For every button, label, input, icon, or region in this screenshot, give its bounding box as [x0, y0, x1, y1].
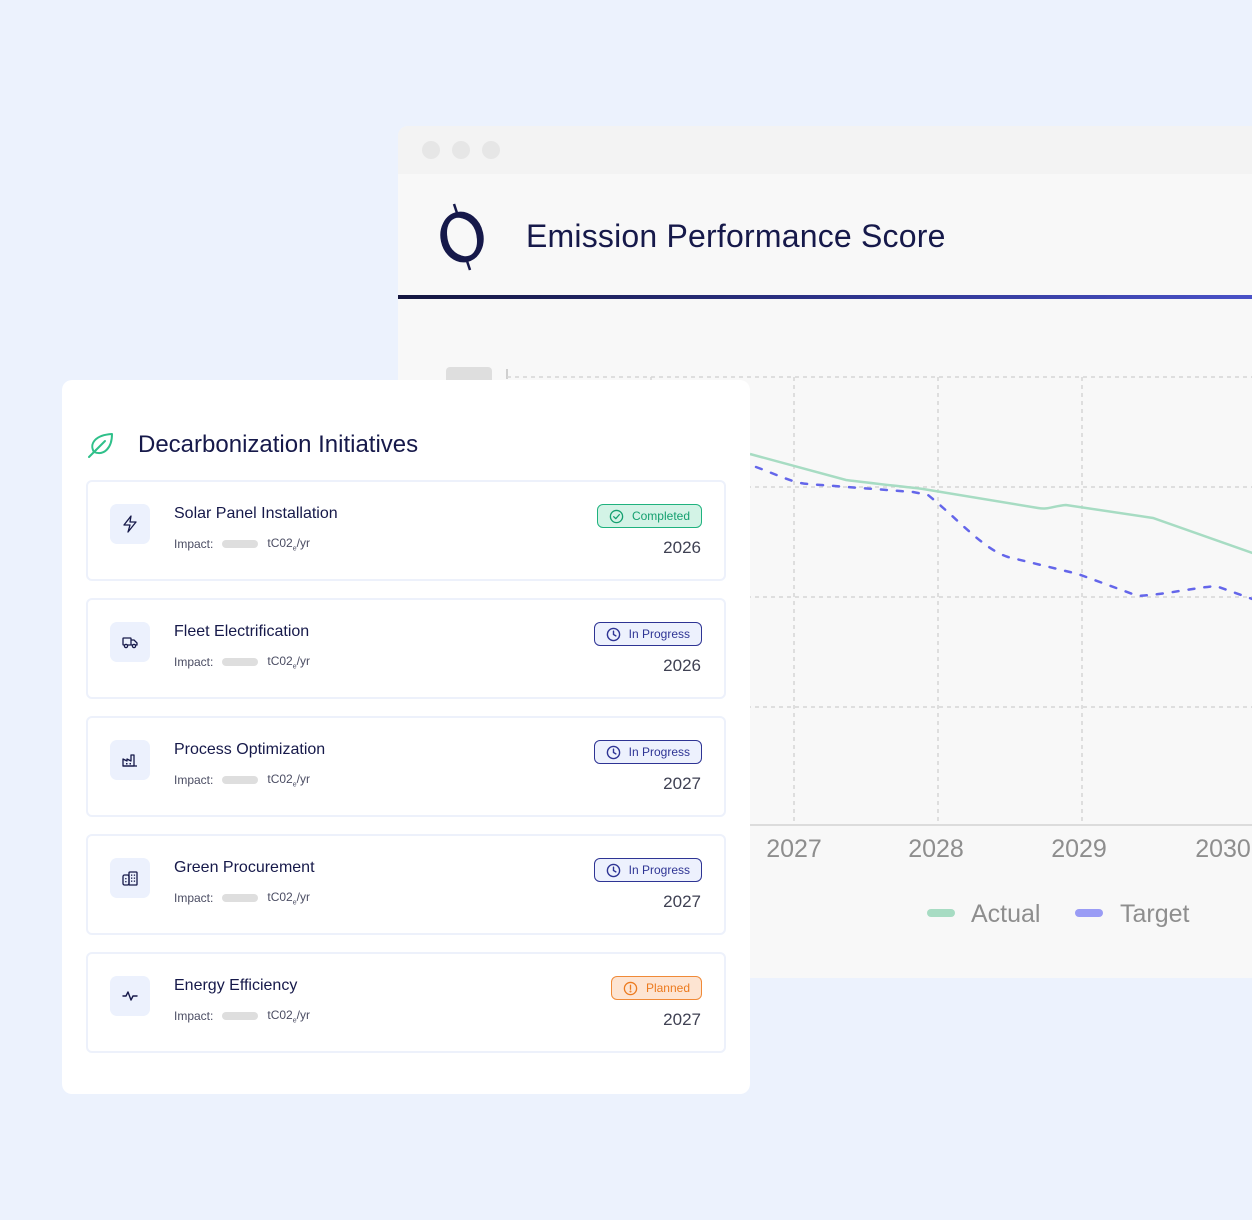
legend-label-target[interactable]: Target [1120, 900, 1190, 928]
target-year: 2027 [663, 1010, 701, 1029]
impact-value-placeholder [222, 776, 259, 785]
impact-label: Impact: [174, 891, 214, 906]
impact-unit: tC02e/yr [267, 654, 310, 671]
actual-series-line [749, 452, 1252, 555]
impact-value-placeholder [222, 540, 259, 549]
chart-legend: Actual Target [927, 900, 1190, 928]
alert-circle-icon [623, 981, 638, 995]
impact-value-placeholder [222, 1012, 259, 1021]
app-header: Emission Performance Score [398, 174, 1252, 299]
initiatives-card: Decarbonization Initiatives Solar Panel … [62, 380, 750, 1094]
target-series-line [754, 465, 1252, 601]
impact-unit: tC02e/yr [267, 890, 310, 907]
clock-icon [606, 745, 620, 759]
horizontal-gridlines [507, 376, 1252, 708]
window-control-minimize[interactable] [452, 141, 470, 159]
status-label: In Progress [628, 863, 690, 877]
status-badge: In Progress [593, 622, 702, 646]
x-tick-label: 2027 [766, 835, 822, 863]
initiative-item[interactable]: Energy Efficiency Impact: tC02e/yr Plann… [86, 952, 726, 1053]
emission-chart: 2027 2028 2029 2030 Actual Target [398, 299, 1252, 978]
target-year: 2027 [663, 892, 701, 911]
clock-icon [606, 863, 620, 877]
status-label: Completed [631, 509, 690, 523]
browser-title-bar [398, 126, 1252, 174]
initiatives-list: Solar Panel Installation Impact: tC02e/y… [86, 480, 726, 1070]
initiative-name: Fleet Electrification [174, 623, 310, 640]
status-badge: In Progress [593, 740, 702, 764]
line-chart-svg: 2027 2028 2029 2030 Actual Target [506, 369, 1252, 928]
clock-icon [606, 627, 620, 641]
initiatives-card-header: Decarbonization Initiatives [62, 380, 750, 472]
impact-row: Impact: tC02e/yr [174, 1008, 310, 1024]
initiative-item[interactable]: Fleet Electrification Impact: tC02e/yr I… [86, 598, 726, 699]
impact-value-placeholder [222, 894, 259, 903]
impact-row: Impact: tC02e/yr [174, 772, 310, 788]
lightning-icon [123, 515, 137, 533]
target-year: 2026 [663, 656, 701, 675]
status-badge: Planned [610, 976, 702, 1000]
x-tick-label: 2028 [908, 835, 964, 863]
initiative-name: Solar Panel Installation [174, 505, 338, 522]
impact-row: Impact: tC02e/yr [174, 890, 310, 906]
impact-label: Impact: [174, 773, 214, 788]
impact-label: Impact: [174, 537, 214, 552]
initiative-name: Process Optimization [174, 741, 326, 758]
window-control-maximize[interactable] [482, 141, 500, 159]
initiative-name: Energy Efficiency [174, 977, 298, 994]
target-year: 2027 [663, 774, 701, 793]
buildings-icon [122, 871, 138, 886]
impact-label: Impact: [174, 1009, 214, 1024]
status-label: In Progress [628, 627, 690, 641]
initiative-item[interactable]: Green Procurement Impact: tC02e/yr In Pr… [86, 834, 726, 935]
status-badge: Completed [596, 504, 702, 528]
window-control-close[interactable] [422, 141, 440, 159]
initiative-item[interactable]: Solar Panel Installation Impact: tC02e/y… [86, 480, 726, 581]
leaf-icon [88, 433, 113, 458]
initiative-item[interactable]: Process Optimization Impact: tC02e/yr In… [86, 716, 726, 817]
page-title: Emission Performance Score [526, 218, 946, 254]
impact-unit: tC02e/yr [267, 772, 310, 789]
target-year: 2026 [663, 538, 701, 557]
check-circle-icon [609, 509, 624, 523]
x-tick-label: 2030 [1195, 835, 1251, 863]
factory-icon [122, 754, 137, 767]
status-label: Planned [645, 981, 690, 995]
activity-icon [122, 991, 138, 1001]
serif-o-logo-icon [440, 203, 484, 270]
impact-label: Impact: [174, 655, 214, 670]
impact-row: Impact: tC02e/yr [174, 536, 310, 552]
impact-unit: tC02e/yr [267, 536, 310, 553]
legend-label-actual[interactable]: Actual [971, 900, 1040, 928]
impact-row: Impact: tC02e/yr [174, 654, 310, 670]
status-badge: In Progress [593, 858, 702, 882]
status-label: In Progress [628, 745, 690, 759]
truck-icon [122, 637, 138, 649]
impact-value-placeholder [222, 658, 259, 667]
initiatives-title: Decarbonization Initiatives [138, 431, 419, 458]
initiative-name: Green Procurement [174, 859, 315, 876]
impact-unit: tC02e/yr [267, 1008, 310, 1025]
x-tick-label: 2029 [1051, 835, 1107, 863]
